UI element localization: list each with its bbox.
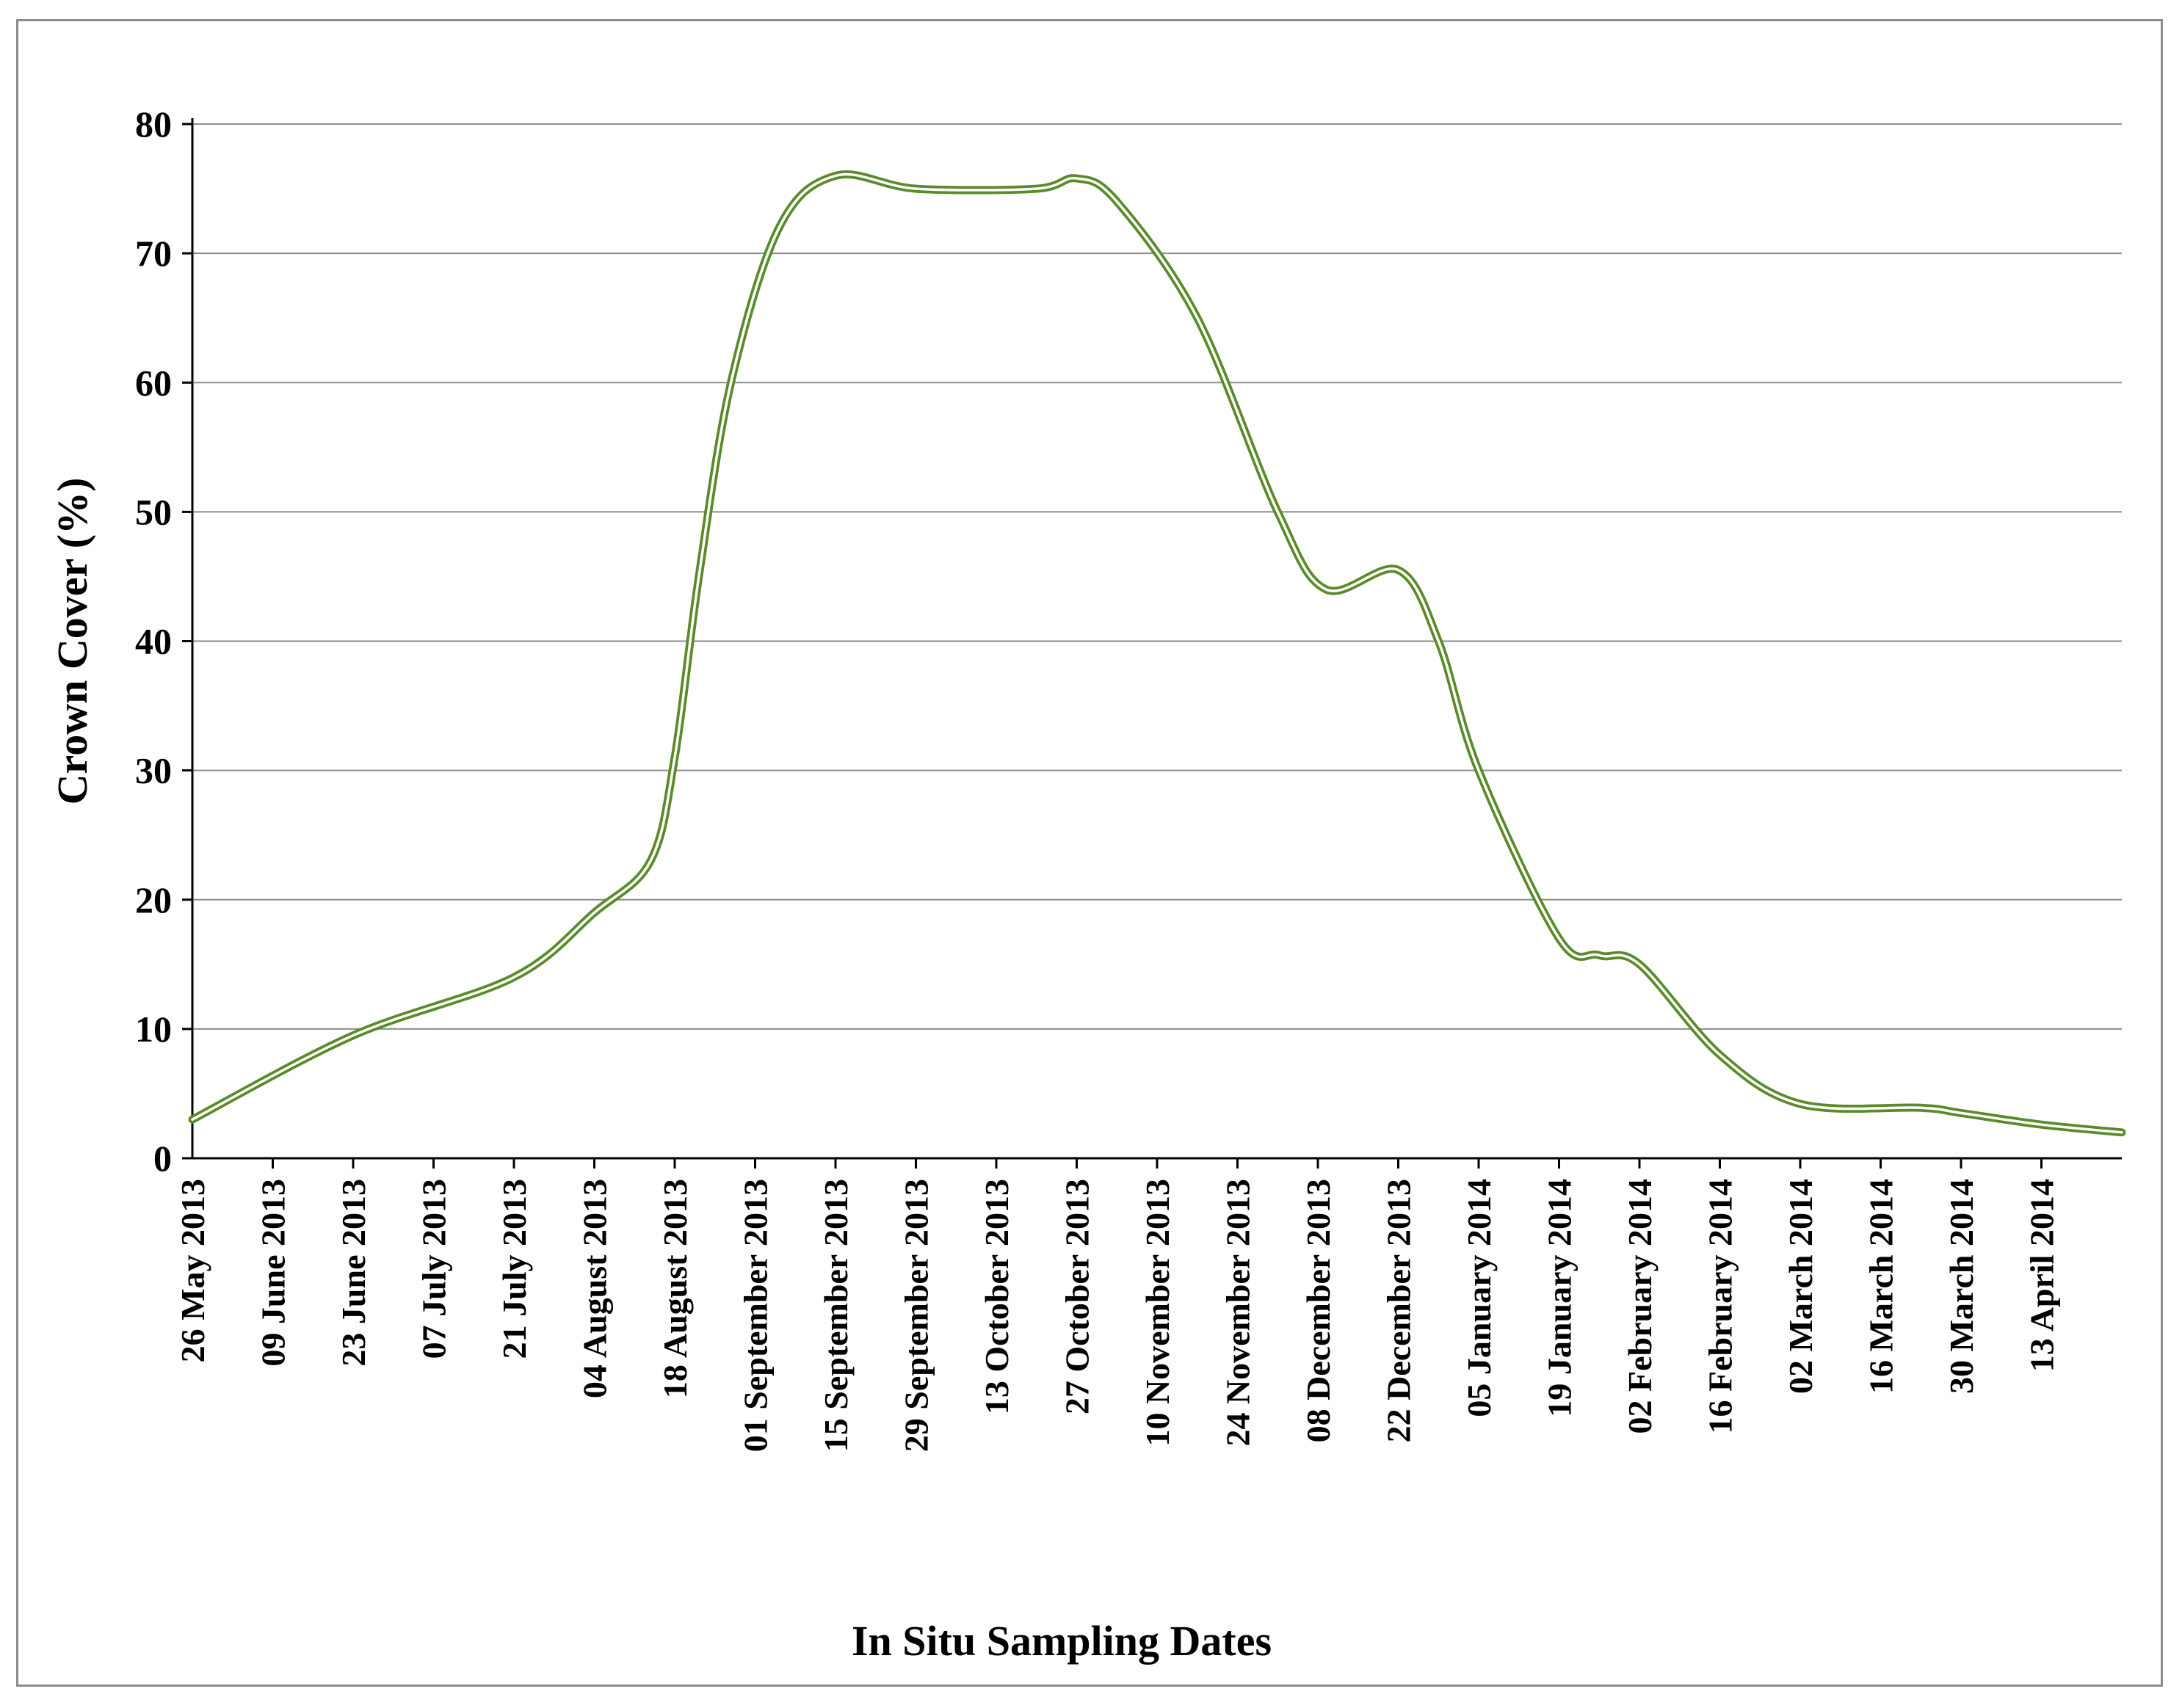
x-tick-label: 26 May 2013 [174, 1179, 211, 1362]
chart-frame: 0 10 20 30 40 50 60 70 80 26 May 2013 09 June 201… [16, 19, 2163, 1687]
x-tick-label: 04 August 2013 [576, 1179, 614, 1398]
y-axis-title: Crown Cover (%) [48, 478, 96, 805]
x-tick-label: 02 March 2014 [1782, 1179, 1819, 1394]
x-axis-title: In Situ Sampling Dates [852, 1617, 1272, 1665]
gridlines [192, 123, 2122, 1030]
x-tick-label: 27 October 2013 [1059, 1179, 1096, 1414]
y-tick-label: 50 [135, 491, 172, 532]
y-tick-label: 10 [135, 1009, 172, 1050]
x-tick-label: 29 September 2013 [898, 1179, 935, 1452]
x-tick-label: 01 September 2013 [737, 1179, 775, 1452]
line-chart: 0 10 20 30 40 50 60 70 80 26 May 2013 09 June 201… [48, 103, 2126, 1665]
y-tick-labels: 0 10 20 30 40 50 60 70 80 [135, 103, 172, 1179]
x-tick-label: 02 February 2014 [1621, 1179, 1659, 1434]
y-tick-label: 0 [153, 1138, 172, 1179]
x-tick-labels: 26 May 2013 09 June 2013 23 June 2013 07 Ju… [174, 1179, 2061, 1452]
x-tick-label: 08 December 2013 [1300, 1179, 1337, 1442]
y-tick-label: 60 [135, 362, 172, 403]
series-line-highlight [191, 172, 2123, 1134]
x-tick-label: 18 August 2013 [656, 1179, 694, 1398]
y-tick-label: 20 [135, 879, 172, 920]
y-tick-label: 80 [135, 103, 172, 145]
y-tick-label: 40 [135, 621, 172, 662]
x-tick-label: 13 April 2014 [2023, 1179, 2061, 1372]
x-tick-label: 21 July 2013 [496, 1179, 533, 1359]
y-tick-label: 70 [135, 233, 172, 274]
x-tick-label: 22 December 2013 [1380, 1179, 1418, 1442]
x-tick-label: 30 March 2014 [1943, 1179, 1980, 1394]
x-tick-label: 23 June 2013 [335, 1179, 372, 1367]
x-tick-label: 13 October 2013 [978, 1179, 1015, 1414]
x-tick-label: 16 March 2014 [1863, 1179, 1900, 1394]
x-tick-label: 07 July 2013 [416, 1179, 453, 1359]
x-tick-label: 05 January 2014 [1460, 1179, 1498, 1417]
x-tick-label: 16 February 2014 [1702, 1179, 1739, 1434]
series-line [188, 170, 2126, 1137]
axes [182, 118, 2122, 1169]
x-tick-label: 09 June 2013 [255, 1179, 292, 1367]
series-lines [188, 170, 2126, 1137]
x-tick-label: 10 November 2013 [1139, 1179, 1176, 1447]
x-tick-label: 24 November 2013 [1219, 1179, 1257, 1447]
y-tick-label: 30 [135, 750, 172, 791]
x-tick-label: 15 September 2013 [817, 1179, 855, 1452]
x-tick-label: 19 January 2014 [1541, 1179, 1578, 1417]
